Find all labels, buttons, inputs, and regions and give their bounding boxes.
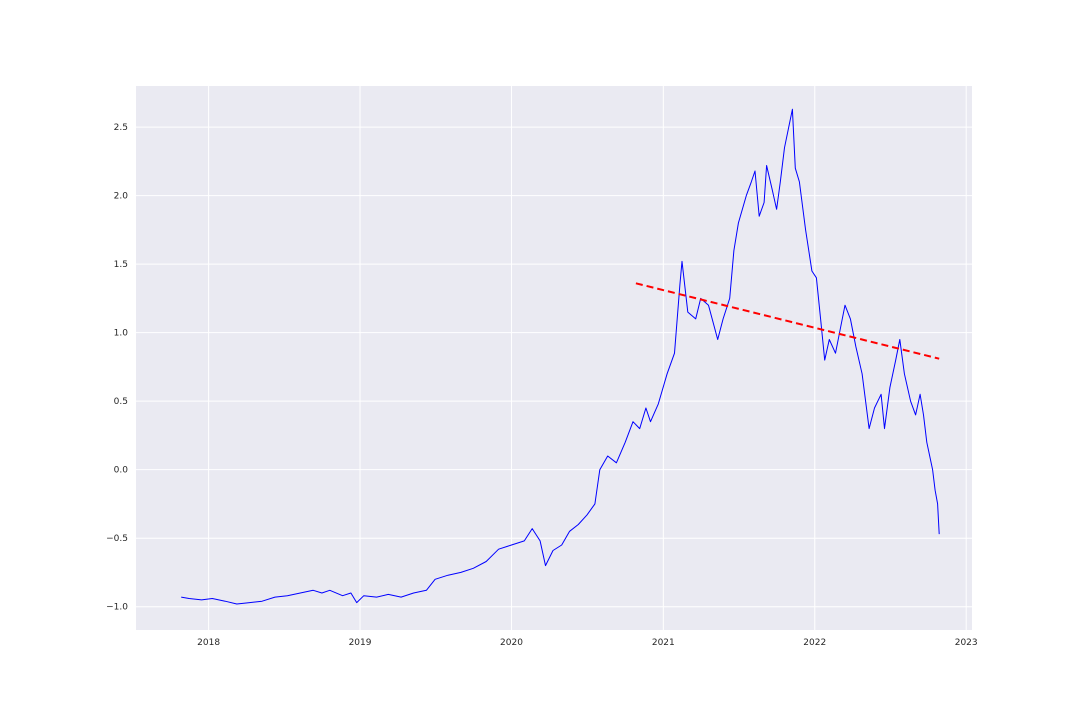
y-axis-tick-labels: −1.0 −0.5 0.0 0.5 1.0 1.5 2.0 2.5 [106,123,128,613]
y-tick-label: 0.0 [114,466,129,476]
x-tick-label: 2023 [955,638,978,648]
y-tick-label: 0.5 [114,397,128,407]
y-tick-label: −1.0 [106,603,128,613]
x-tick-label: 2020 [500,638,523,648]
price-series-line [181,108,940,605]
y-tick-label: 2.5 [114,123,128,133]
x-tick-label: 2022 [803,638,826,648]
x-axis-tick-labels: 2018 2019 2020 2021 2022 2023 [197,638,977,648]
y-tick-label: 1.5 [114,260,128,270]
trend-line [635,282,940,360]
x-tick-label: 2019 [349,638,372,648]
x-tick-label: 2018 [197,638,220,648]
grid-lines [136,86,972,630]
plot-background [136,86,972,630]
series-layer [181,108,940,605]
y-tick-label: 1.0 [114,329,129,339]
x-tick-label: 2021 [652,638,675,648]
y-tick-label: 2.0 [114,192,129,202]
y-tick-label: −0.5 [106,534,128,544]
